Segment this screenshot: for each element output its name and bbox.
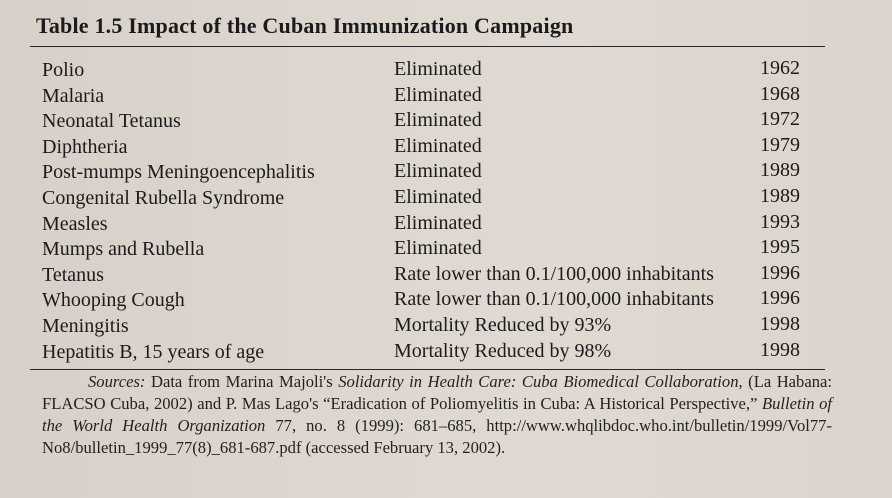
table-row: Mumps and Rubella Eliminated 1995 — [0, 236, 892, 263]
table-row: Diphtheria Eliminated 1979 — [0, 133, 892, 161]
disease-cell: Whooping Cough — [42, 289, 185, 312]
table-row: Measles Eliminated 1993 — [0, 210, 892, 238]
table-title: Table 1.5 Impact of the Cuban Immunizati… — [36, 13, 574, 38]
year-cell: 1995 — [760, 236, 800, 259]
status-cell: Rate lower than 0.1/100,000 inhabitants — [394, 288, 714, 311]
sources-title-1: Solidarity in Health Care: Cuba Biomedic… — [338, 372, 739, 391]
disease-cell: Neonatal Tetanus — [42, 110, 181, 133]
year-cell: 1972 — [760, 108, 800, 131]
year-cell: 1996 — [760, 287, 800, 310]
table-row: Post-mumps Meningoencephalitis Eliminated… — [0, 159, 892, 186]
status-cell: Eliminated — [394, 211, 482, 234]
status-cell: Eliminated — [394, 109, 482, 132]
sources-title-2: Bulletin of the World Health Organizatio… — [42, 394, 832, 435]
sources-text-3: 77, no. 8 (1999): 681–685, http://www.wh… — [42, 416, 832, 457]
table-row: Hepatitis B, 15 years of age Mortality Re… — [0, 338, 892, 366]
year-cell: 1962 — [760, 57, 800, 79]
table-row: Malaria Eliminated 1968 — [0, 82, 892, 110]
status-cell: Mortality Reduced by 93% — [394, 313, 612, 336]
table-row: Neonatal Tetanus Eliminated 1972 — [0, 108, 892, 135]
disease-cell: Congenital Rubella Syndrome — [42, 186, 285, 209]
disease-cell: Meningitis — [42, 314, 129, 337]
disease-cell: Hepatitis B, 15 years of age — [42, 340, 265, 363]
disease-cell: Tetanus — [42, 263, 104, 286]
status-cell: Eliminated — [394, 58, 482, 80]
sources-text-1: Data from Marina Majoli's — [145, 372, 339, 391]
sources-note: Sources: Data from Marina Majoli's Solid… — [42, 371, 832, 459]
year-cell: 1998 — [760, 312, 800, 335]
sources-paragraph: Sources: Data from Marina Majoli's Solid… — [42, 371, 832, 459]
year-cell: 1996 — [760, 261, 800, 284]
status-cell: Rate lower than 0.1/100,000 inhabitants — [394, 262, 714, 285]
table-row: Tetanus Rate lower than 0.1/100,000 inhab… — [0, 261, 892, 289]
table-row: Congenital Rubella Syndrome Eliminated 198… — [0, 184, 892, 212]
disease-cell: Mumps and Rubella — [42, 238, 205, 261]
year-cell: 1989 — [760, 159, 800, 182]
status-cell: Eliminated — [394, 237, 482, 260]
table-row: Meningitis Mortality Reduced by 93% 1998 — [0, 312, 892, 340]
status-cell: Eliminated — [394, 134, 482, 157]
disease-cell: Polio — [42, 59, 85, 81]
year-cell: 1968 — [760, 82, 800, 105]
disease-cell: Diphtheria — [42, 135, 128, 158]
disease-cell: Post-mumps Meningoencephalitis — [42, 161, 315, 184]
top-rule — [30, 46, 825, 47]
year-cell: 1998 — [760, 338, 800, 361]
sources-text-2: , (La Habana: FLACSO Cuba, 2002) and P. … — [42, 372, 832, 413]
status-cell: Eliminated — [394, 83, 482, 106]
table-body: Polio Eliminated 1962 Malaria Eliminated 1968… — [0, 57, 892, 366]
year-cell: 1989 — [760, 184, 800, 207]
status-cell: Eliminated — [394, 160, 482, 183]
disease-cell: Measles — [42, 212, 108, 235]
bottom-rule — [30, 369, 825, 370]
status-cell: Mortality Reduced by 98% — [394, 339, 612, 362]
table-row: Polio Eliminated 1962 — [0, 57, 892, 84]
table-row: Whooping Cough Rate lower than 0.1/100,00… — [0, 287, 892, 314]
year-cell: 1993 — [760, 210, 800, 233]
disease-cell: Malaria — [42, 84, 105, 107]
status-cell: Eliminated — [394, 185, 482, 208]
year-cell: 1979 — [760, 133, 800, 156]
sources-label: Sources: — [88, 372, 146, 391]
